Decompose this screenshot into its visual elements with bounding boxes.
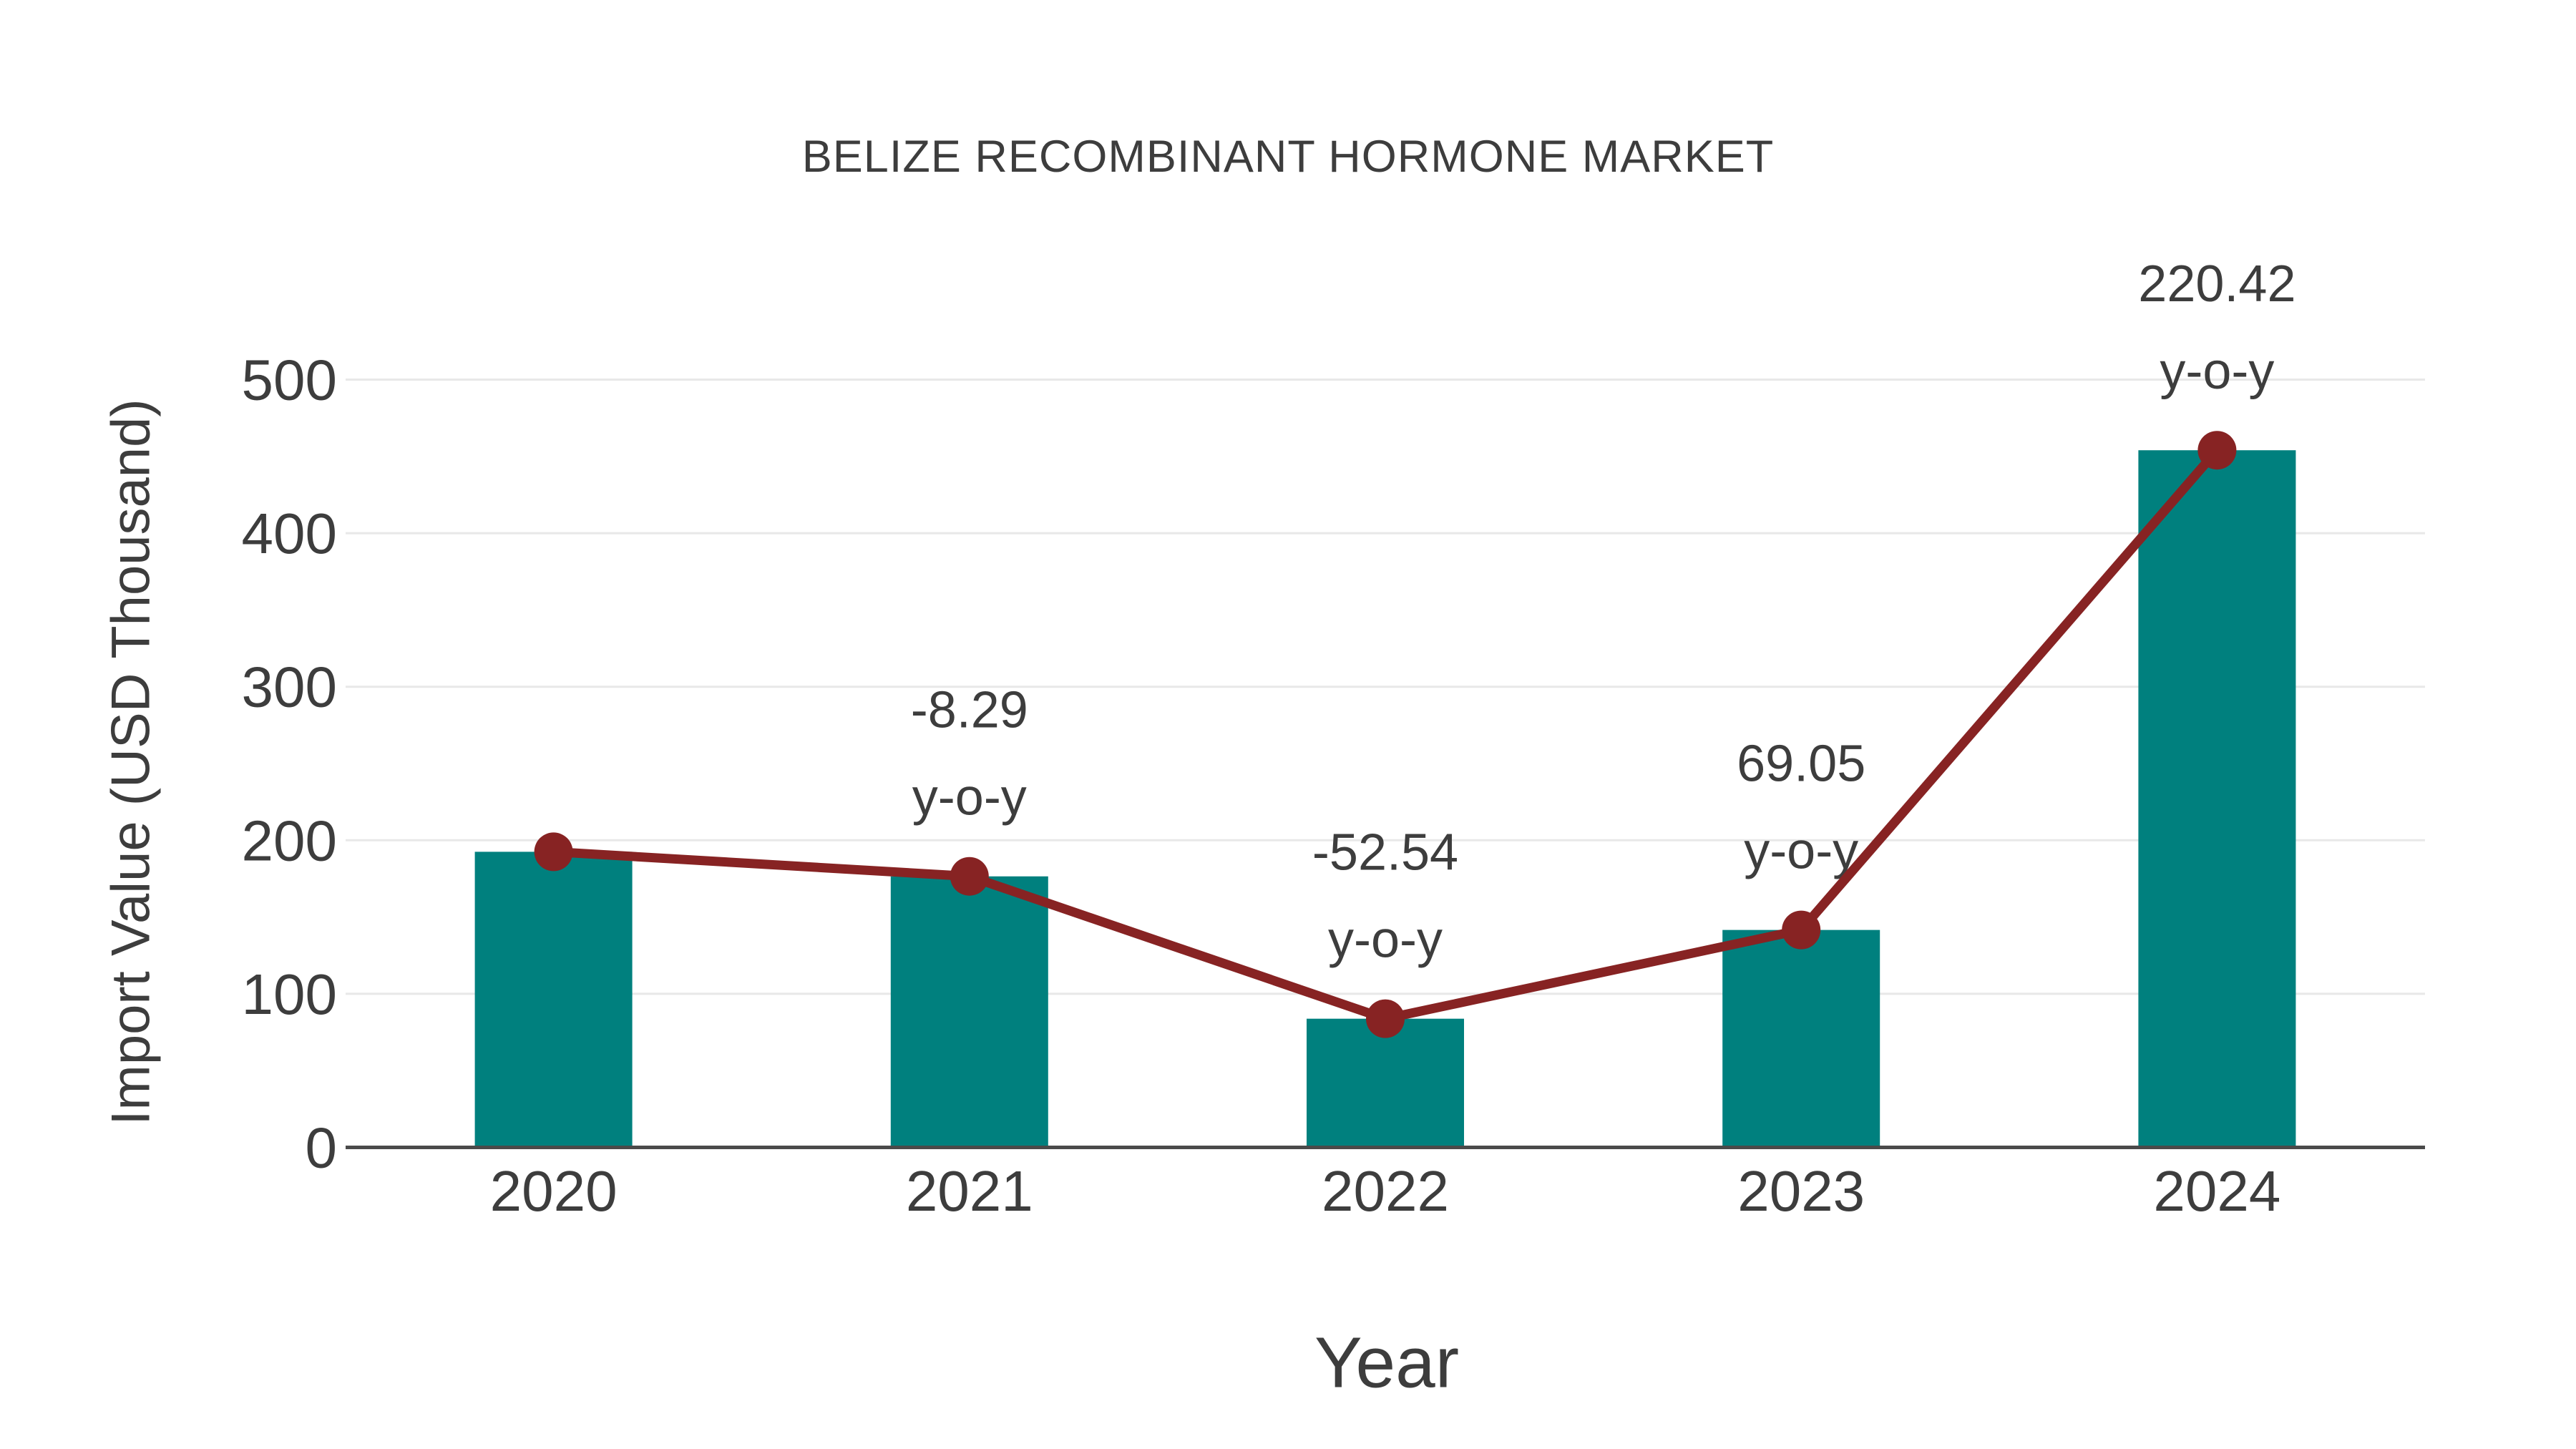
marker-2024[interactable] bbox=[2197, 431, 2237, 470]
annotation-2021-value: -8.29 bbox=[911, 682, 1028, 739]
annotation-2022-value: -52.54 bbox=[1312, 824, 1458, 882]
marker-2023[interactable] bbox=[1782, 910, 1821, 950]
bar-2024[interactable] bbox=[2138, 450, 2296, 1148]
bar-2023[interactable] bbox=[1722, 930, 1880, 1148]
x-tick-2024: 2024 bbox=[2153, 1159, 2280, 1223]
bar-2020[interactable] bbox=[474, 852, 633, 1148]
x-tick-2023: 2023 bbox=[1737, 1159, 1865, 1223]
chart-title: BELIZE RECOMBINANT HORMONE MARKET bbox=[801, 132, 1775, 182]
bar-2022[interactable] bbox=[1307, 1018, 1464, 1148]
x-tick-2021: 2021 bbox=[906, 1159, 1033, 1223]
annotation-2024-value: 220.42 bbox=[2138, 255, 2296, 313]
y-tick-100: 100 bbox=[242, 962, 337, 1026]
annotation-2023-label: y-o-y bbox=[1744, 823, 1858, 880]
marker-2022[interactable] bbox=[1366, 999, 1405, 1038]
x-tick-2022: 2022 bbox=[1322, 1159, 1449, 1223]
x-tick-2020: 2020 bbox=[490, 1159, 618, 1223]
annotation-2024-label: y-o-y bbox=[2160, 343, 2274, 400]
annotation-2022-label: y-o-y bbox=[1328, 912, 1443, 969]
bar-2021[interactable] bbox=[890, 876, 1048, 1148]
y-tick-200: 200 bbox=[242, 809, 337, 872]
y-tick-300: 300 bbox=[242, 655, 337, 719]
y-tick-500: 500 bbox=[242, 348, 337, 412]
x-axis-title: Year bbox=[1314, 1322, 1460, 1403]
y-tick-0: 0 bbox=[306, 1116, 338, 1180]
annotation-2021-label: y-o-y bbox=[912, 769, 1027, 826]
y-tick-400: 400 bbox=[242, 502, 337, 565]
annotation-2023-value: 69.05 bbox=[1737, 736, 1865, 793]
marker-2021[interactable] bbox=[950, 857, 989, 896]
marker-2020[interactable] bbox=[534, 832, 573, 872]
